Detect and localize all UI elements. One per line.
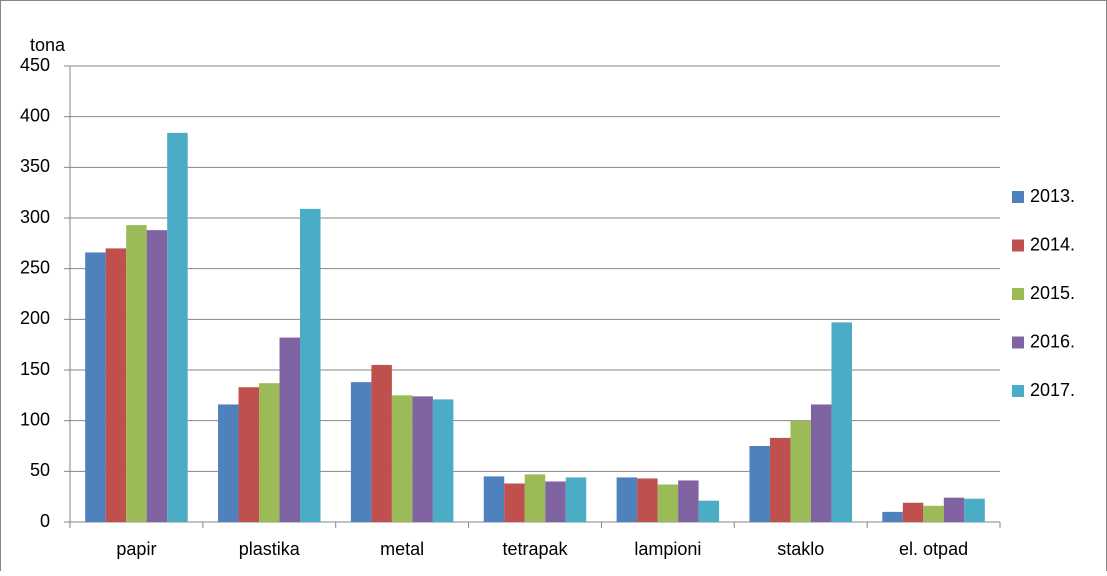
bar (923, 505, 944, 522)
bar (218, 404, 239, 522)
legend-swatch (1012, 191, 1024, 203)
y-tick-label: 450 (20, 55, 50, 75)
x-tick-label: tetrapak (502, 539, 568, 559)
legend-label: 2017. (1030, 380, 1075, 400)
bar (749, 446, 770, 522)
x-tick-label: metal (380, 539, 424, 559)
x-tick-label: plastika (239, 539, 301, 559)
y-tick-label: 150 (20, 359, 50, 379)
y-tick-label: 400 (20, 105, 50, 125)
bar (616, 477, 638, 522)
bar (790, 420, 811, 522)
bar (678, 480, 699, 522)
bar (698, 500, 720, 522)
bar (964, 498, 985, 522)
bar (391, 395, 413, 522)
bar (902, 502, 924, 522)
bar (657, 484, 679, 522)
y-tick-label: 350 (20, 156, 50, 176)
y-tick-label: 50 (30, 460, 50, 480)
bar (126, 225, 147, 523)
bar (238, 387, 260, 522)
y-tick-label: 250 (20, 257, 50, 277)
bar (943, 497, 965, 522)
legend-label: 2015. (1030, 283, 1075, 303)
bar (371, 364, 392, 522)
bar (432, 399, 454, 522)
bar (259, 383, 280, 522)
legend-swatch (1012, 385, 1024, 397)
bar (483, 476, 505, 522)
legend-label: 2014. (1030, 234, 1075, 254)
bar (279, 337, 301, 522)
bar (350, 382, 372, 522)
x-tick-label: staklo (777, 539, 824, 559)
legend-label: 2016. (1030, 331, 1075, 351)
bar (146, 230, 168, 522)
legend-swatch (1012, 336, 1024, 349)
bar (882, 511, 903, 522)
x-tick-label: lampioni (634, 539, 701, 559)
x-tick-label: papir (116, 539, 156, 559)
bar (504, 483, 525, 522)
y-axis-label: tona (30, 35, 66, 55)
bar (105, 248, 127, 522)
y-tick-label: 300 (20, 207, 50, 227)
bar (300, 208, 321, 522)
x-tick-label: el. otpad (899, 539, 968, 559)
y-tick-label: 100 (20, 409, 50, 429)
bar (810, 404, 832, 522)
bar (637, 478, 658, 522)
legend-swatch (1012, 239, 1024, 252)
bar (831, 322, 852, 522)
bar (565, 477, 587, 522)
bar (412, 396, 433, 522)
bar (167, 132, 188, 522)
bar (545, 481, 566, 522)
legend-swatch (1012, 288, 1024, 300)
bar (769, 437, 791, 522)
legend-label: 2013. (1030, 186, 1075, 206)
bar (524, 474, 546, 522)
bar (85, 252, 106, 522)
y-tick-label: 200 (20, 308, 50, 328)
y-tick-label: 0 (40, 511, 50, 531)
